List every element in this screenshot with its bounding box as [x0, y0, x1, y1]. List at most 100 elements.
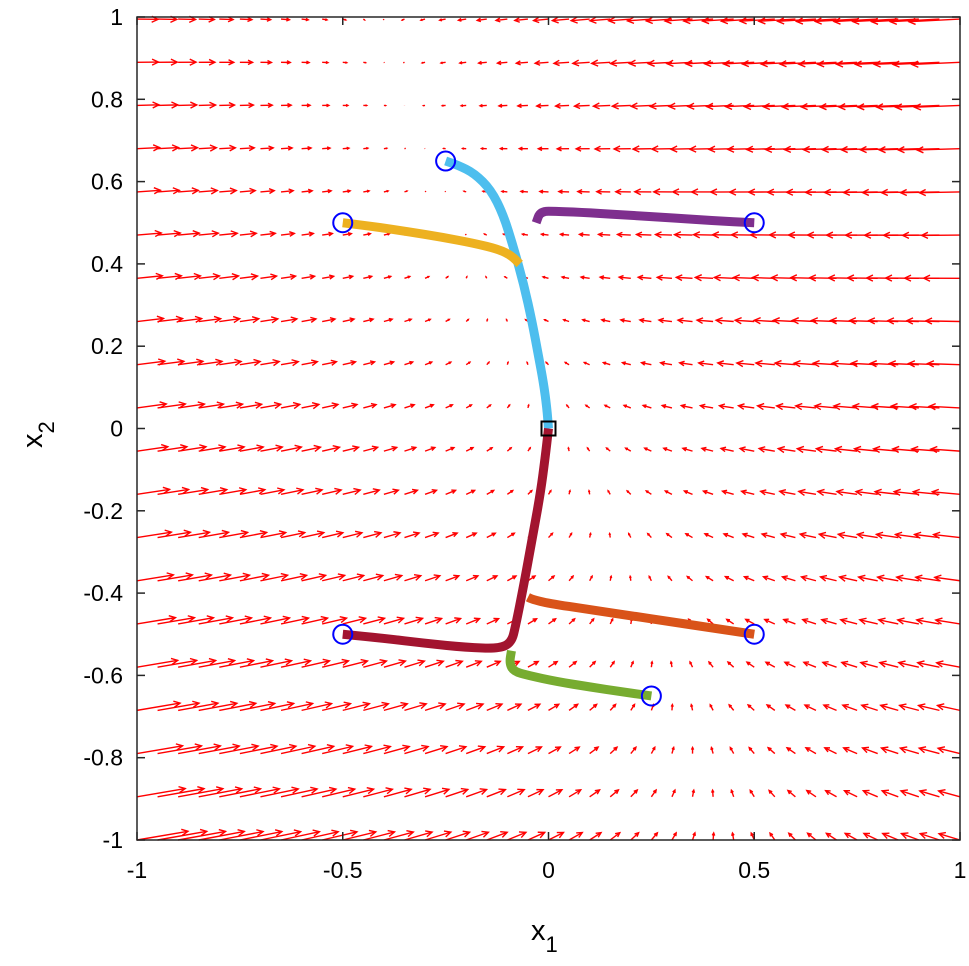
- field-arrow: [625, 16, 652, 25]
- field-arrow: [565, 403, 570, 409]
- field-arrow: [486, 489, 496, 495]
- field-arrow: [136, 572, 175, 582]
- field-arrow: [569, 16, 590, 24]
- field-arrow: [342, 787, 376, 798]
- field-arrow: [744, 618, 755, 625]
- field-arrow: [178, 786, 225, 798]
- field-arrow: [698, 403, 714, 410]
- field-arrow: [157, 786, 206, 798]
- y-tick-label: 0: [110, 416, 123, 442]
- field-arrow: [670, 703, 674, 711]
- field-arrow: [322, 829, 359, 841]
- field-arrow: [363, 146, 370, 150]
- field-arrow: [239, 700, 277, 712]
- field-arrow: [759, 489, 775, 496]
- field-arrow: [342, 445, 361, 452]
- y-axis-label: x2: [17, 421, 59, 448]
- field-arrow: [178, 700, 220, 712]
- field-arrow: [907, 17, 961, 26]
- field-arrow: [322, 317, 337, 323]
- field-arrow: [700, 446, 714, 452]
- field-arrow: [609, 831, 622, 841]
- field-arrow: [571, 59, 590, 67]
- field-arrow: [178, 572, 214, 582]
- field-arrow: [538, 189, 549, 194]
- field-arrow: [780, 102, 817, 111]
- field-arrow: [775, 402, 796, 411]
- field-arrow: [617, 274, 631, 281]
- field-arrow: [684, 59, 714, 68]
- field-arrow: [519, 189, 528, 194]
- field-arrow: [876, 574, 899, 582]
- field-arrow: [527, 788, 545, 798]
- field-arrow: [342, 231, 353, 237]
- field-arrow: [383, 445, 399, 452]
- field-arrow: [514, 60, 528, 66]
- field-arrow: [914, 574, 940, 582]
- field-arrow: [816, 488, 837, 497]
- field-arrow: [725, 618, 735, 625]
- field-arrow: [839, 617, 858, 625]
- field-arrow: [605, 447, 611, 452]
- field-arrow: [383, 488, 400, 496]
- field-arrow: [568, 532, 573, 538]
- field-arrow: [178, 828, 228, 841]
- field-arrow: [419, 18, 426, 22]
- field-arrow: [663, 490, 673, 495]
- field-arrow: [548, 746, 562, 755]
- field-arrow: [479, 147, 487, 151]
- field-arrow: [783, 661, 796, 668]
- field-arrow: [301, 444, 323, 452]
- field-arrow: [608, 531, 612, 538]
- field-arrow: [301, 786, 338, 798]
- field-arrow: [475, 17, 487, 23]
- field-arrow: [157, 144, 181, 152]
- field-arrow: [859, 660, 878, 668]
- field-arrow: [639, 361, 652, 366]
- field-arrow: [759, 60, 796, 68]
- field-arrow: [444, 190, 447, 193]
- field-arrow: [383, 189, 390, 193]
- field-arrow: [363, 701, 390, 712]
- field-arrow: [260, 444, 284, 452]
- field-arrow: [740, 59, 775, 68]
- field-arrow: [776, 445, 796, 454]
- field-arrow: [721, 59, 755, 68]
- field-arrow: [465, 702, 485, 712]
- field-arrow: [420, 61, 426, 64]
- field-arrow: [280, 401, 302, 410]
- field-arrow: [301, 316, 318, 323]
- field-arrow: [438, 18, 446, 22]
- field-arrow: [609, 788, 620, 798]
- field-arrow: [749, 788, 755, 798]
- field-arrow: [667, 575, 673, 582]
- field-arrow: [383, 830, 415, 841]
- field-arrow: [157, 272, 183, 281]
- field-arrow: [404, 573, 423, 582]
- field-arrow: [363, 445, 380, 452]
- field-arrow: [784, 704, 796, 711]
- field-arrow: [803, 704, 817, 712]
- vector-field: [136, 15, 961, 841]
- trajectories: [342, 156, 755, 701]
- field-arrow: [465, 489, 477, 495]
- field-arrow: [799, 102, 837, 111]
- field-arrow: [627, 59, 652, 67]
- field-arrow: [724, 102, 755, 111]
- field-arrow: [198, 315, 223, 324]
- field-arrow: [280, 273, 298, 281]
- field-arrow: [716, 360, 734, 367]
- y-tick-label: -0.4: [83, 580, 123, 606]
- field-arrow: [548, 789, 564, 798]
- y-tick-label: -0.6: [83, 662, 123, 688]
- field-arrow: [920, 231, 961, 240]
- field-arrow: [157, 187, 181, 195]
- axis-ticks: -1 -0.5 0 0.5 1 1 0.8 0.6 0.4 0.2 0 -0.2 -0.4 -0.6 -0.…: [83, 4, 966, 883]
- field-arrow: [178, 615, 216, 625]
- field-arrow: [891, 60, 940, 68]
- field-arrow: [486, 788, 507, 798]
- start-marker: [332, 623, 354, 645]
- field-arrow: [383, 787, 413, 798]
- field-arrow: [742, 102, 775, 111]
- field-arrow: [714, 316, 734, 325]
